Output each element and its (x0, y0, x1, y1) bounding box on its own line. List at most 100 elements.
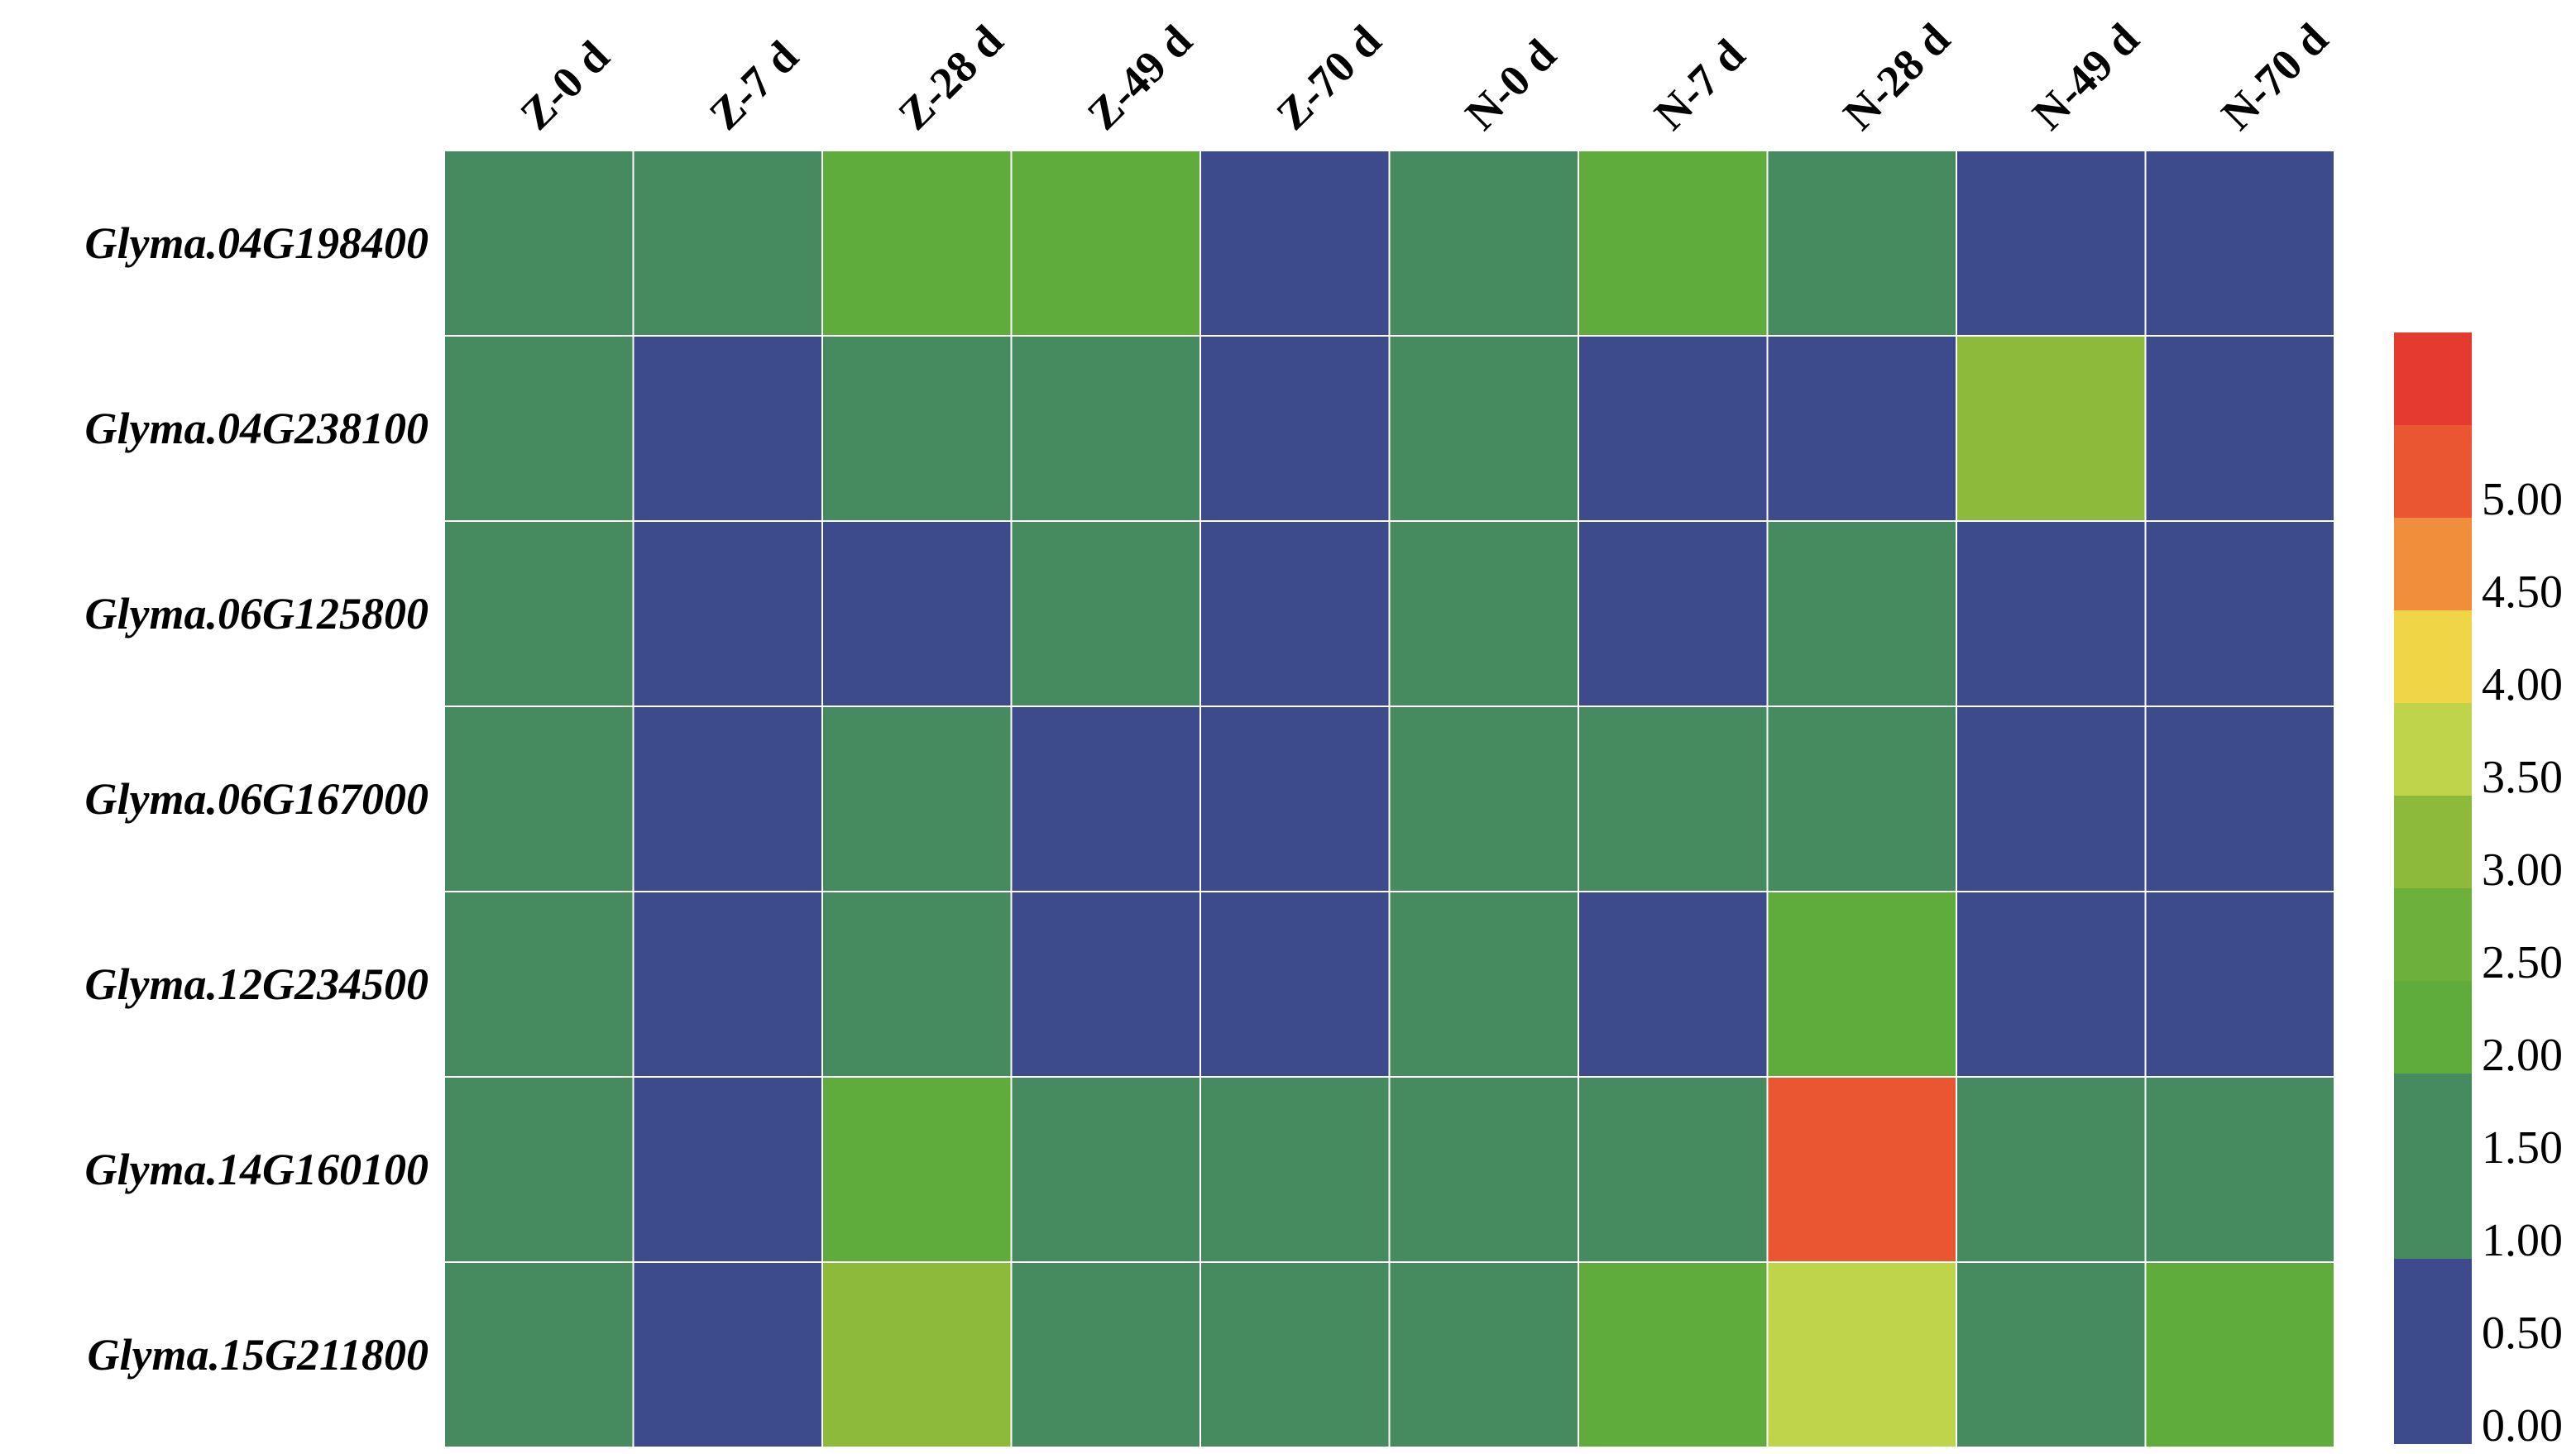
heatmap-cell (1956, 1261, 2147, 1448)
heatmap-cell (1388, 705, 1579, 892)
legend-swatch (2394, 703, 2472, 796)
column-label: Z-49 d (1078, 16, 1202, 140)
heatmap-cell (821, 1076, 1013, 1263)
heatmap-cells (443, 150, 2335, 1448)
heatmap-cell (1010, 1261, 1201, 1448)
row-label: Glyma.04G198400 (85, 218, 429, 268)
legend-swatch (2394, 981, 2472, 1074)
heatmap-cell (2144, 520, 2335, 707)
heatmap-cell (1199, 335, 1391, 522)
heatmap-cell (1010, 150, 1201, 337)
heatmap-cell (1578, 891, 1769, 1078)
column-label: N-28 d (1834, 14, 1960, 140)
heatmap-cell (1199, 150, 1391, 337)
heatmap-cell (1766, 520, 1957, 707)
heatmap-cell (2144, 1076, 2335, 1263)
heatmap-cell (1388, 335, 1579, 522)
heatmap-cell (821, 150, 1013, 337)
heatmap-cell (2144, 705, 2335, 892)
heatmap-cell (1199, 705, 1391, 892)
legend-tick-label: 3.00 (2482, 844, 2563, 896)
heatmap-cell (821, 891, 1013, 1078)
heatmap-cell (1956, 150, 2147, 337)
column-label: N-70 d (2212, 14, 2338, 140)
row-label: Glyma.06G125800 (85, 589, 429, 639)
heatmap-cell (821, 520, 1013, 707)
heatmap-cell (1956, 335, 2147, 522)
heatmap-cell (1578, 1261, 1769, 1448)
legend-swatch (2394, 518, 2472, 610)
legend-tick-label: 1.50 (2482, 1122, 2563, 1174)
column-label: Z-28 d (888, 16, 1013, 140)
heatmap-cell (821, 335, 1013, 522)
heatmap-cell (1578, 520, 1769, 707)
heatmap-cell (1956, 520, 2147, 707)
color-scale-legend: 0.00 0.50 1.00 1.50 2.00 2.50 3.00 3.50 4.00 4.50… (2394, 332, 2563, 1452)
heatmap-cell (443, 705, 634, 892)
heatmap-cell (2144, 335, 2335, 522)
heatmap-cell (443, 520, 634, 707)
heatmap-cell (1766, 705, 1957, 892)
heatmap-cell (632, 335, 823, 522)
column-label: Z-0 d (510, 31, 618, 139)
heatmap-cell (1578, 1076, 1769, 1263)
heatmap-cell (1388, 1076, 1579, 1263)
legend-swatch (2394, 1166, 2472, 1259)
heatmap-cell (632, 520, 823, 707)
heatmap-cell (443, 335, 634, 522)
column-label: N-49 d (2023, 14, 2148, 140)
heatmap-cell (1956, 1076, 2147, 1263)
heatmap-cell (1010, 891, 1201, 1078)
heatmap-cell (1010, 335, 1201, 522)
column-label: N-0 d (1456, 30, 1566, 140)
heatmap-cell (443, 891, 634, 1078)
row-label: Glyma.06G167000 (85, 774, 429, 824)
row-labels: Glyma.04G198400 Glyma.04G238100 Glyma.06G1… (85, 218, 429, 1380)
heatmap-cell (1578, 705, 1769, 892)
heatmap-cell (2144, 891, 2335, 1078)
legend-tick-label: 1.00 (2482, 1215, 2563, 1266)
legend-swatch (2394, 425, 2472, 518)
heatmap-cell (1766, 891, 1957, 1078)
heatmap-cell (1388, 150, 1579, 337)
row-label: Glyma.15G211800 (88, 1330, 429, 1380)
heatmap-cell (1010, 520, 1201, 707)
heatmap-cell (1199, 520, 1391, 707)
legend-swatch (2394, 1074, 2472, 1166)
heatmap-cell (443, 1261, 634, 1448)
legend-tick-label: 4.00 (2482, 659, 2563, 710)
heatmap-cell (632, 891, 823, 1078)
heatmap-cell (1010, 705, 1201, 892)
legend-tick-label: 2.50 (2482, 937, 2563, 988)
heatmap-cell (632, 705, 823, 892)
heatmap-cell (1199, 891, 1391, 1078)
heatmap-cell (1766, 1261, 1957, 1448)
heatmap-cell (632, 1261, 823, 1448)
legend-swatch (2394, 332, 2472, 425)
heatmap-cell (443, 1076, 634, 1263)
column-labels: Z-0 d Z-7 d Z-28 d Z-49 d Z-70 d N-0 d N-7 d N-… (510, 14, 2337, 140)
heatmap-cell (1388, 520, 1579, 707)
column-label: Z-7 d (700, 31, 807, 139)
legend-tick-label: 0.00 (2482, 1400, 2563, 1452)
heatmap-cell (1388, 891, 1579, 1078)
row-label: Glyma.12G234500 (85, 959, 429, 1009)
legend-swatch (2394, 610, 2472, 703)
heatmap-cell (1956, 891, 2147, 1078)
legend-tick-label: 2.00 (2482, 1030, 2563, 1081)
heatmap-cell (821, 1261, 1013, 1448)
column-label: N-7 d (1645, 30, 1755, 140)
heatmap-cell (821, 705, 1013, 892)
heatmap-cell (1578, 335, 1769, 522)
row-label: Glyma.14G160100 (85, 1145, 429, 1194)
legend-swatch (2394, 1351, 2472, 1444)
heatmap-cell (1199, 1261, 1391, 1448)
legend-tick-label: 3.50 (2482, 752, 2563, 803)
legend-tick-label: 0.50 (2482, 1308, 2563, 1359)
heatmap-cell (1010, 1076, 1201, 1263)
heatmap-cell (1956, 705, 2147, 892)
heatmap-cell (1388, 1261, 1579, 1448)
heatmap-cell (1766, 1076, 1957, 1263)
heatmap-cell (1766, 150, 1957, 337)
